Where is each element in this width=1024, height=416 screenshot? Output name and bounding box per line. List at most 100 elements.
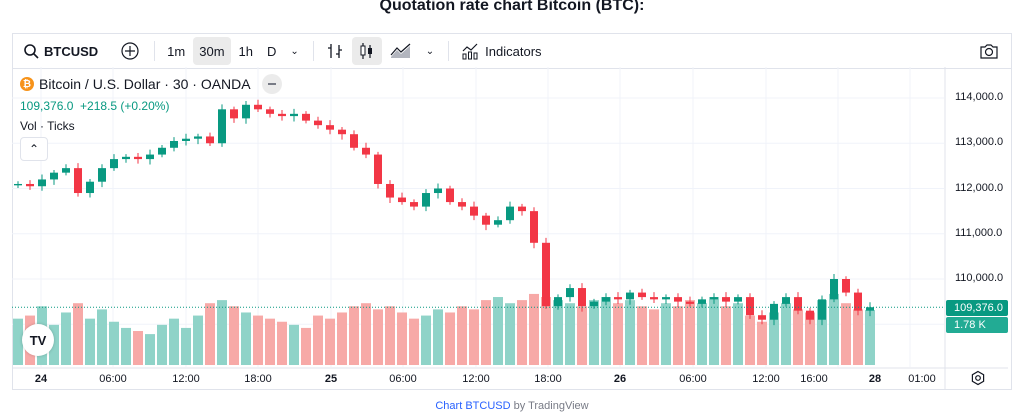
volume-bar: [145, 334, 155, 365]
price-chart[interactable]: [12, 67, 1008, 389]
volume-bar: [241, 312, 251, 365]
volume-bar: [505, 303, 515, 365]
candle-body: [446, 188, 454, 203]
candle-body: [770, 303, 778, 320]
candle-body: [158, 147, 166, 155]
volume-bar: [361, 303, 371, 365]
candle-body: [122, 156, 130, 160]
volume-bar: [289, 324, 299, 365]
volume-bar: [673, 306, 683, 365]
candle-body: [62, 168, 70, 173]
candle-body: [650, 297, 658, 300]
volume-bar: [853, 309, 863, 365]
volume-bar: [613, 303, 623, 365]
time-tick: 12:00: [172, 373, 200, 385]
axis-settings-button[interactable]: [970, 370, 986, 391]
interval-dropdown[interactable]: ⌄: [284, 37, 304, 65]
bar-style-button[interactable]: [320, 37, 350, 65]
toolbar: BTCUSD 1m 30m 1h D ⌄ ⌄ Indicators: [13, 34, 1011, 69]
volume-bar: [733, 303, 743, 365]
volume-bar: [205, 303, 215, 365]
collapse-button[interactable]: ⌃: [20, 137, 48, 161]
interval-30m[interactable]: 30m: [193, 37, 231, 65]
divider: [154, 41, 156, 61]
candle-body: [842, 279, 850, 293]
candle-body: [110, 159, 118, 169]
volume-bar: [133, 331, 143, 365]
interval-d[interactable]: D: [267, 43, 277, 59]
candle-body: [38, 179, 46, 187]
volume-bar: [649, 309, 659, 365]
tradingview-logo[interactable]: TV: [22, 324, 54, 356]
volume-bar: [409, 318, 419, 365]
candle-body: [50, 172, 58, 180]
interval-1h[interactable]: 1h: [238, 43, 253, 59]
volume-bar: [373, 309, 383, 365]
candle-body: [146, 154, 154, 160]
candle-body: [746, 297, 754, 316]
volume-bar: [781, 303, 791, 365]
candle-body: [170, 140, 178, 148]
candle-body: [314, 120, 322, 126]
candle-body: [326, 125, 334, 130]
candle-body: [470, 206, 478, 216]
interval-1m[interactable]: 1m: [167, 43, 186, 59]
volume-bar: [277, 321, 287, 365]
candle-body: [422, 193, 430, 207]
candle-body: [398, 197, 406, 203]
time-tick: 06:00: [99, 373, 127, 385]
candle-body: [818, 299, 826, 320]
volume-bar: [349, 306, 359, 365]
volume-bar: [97, 309, 107, 365]
candle-body: [194, 136, 202, 139]
chart-link[interactable]: Chart BTCUSD: [435, 400, 511, 412]
candle-body: [290, 113, 298, 117]
candle-body: [242, 104, 250, 119]
candle-style-icon: [360, 43, 372, 59]
candle-body: [698, 299, 706, 304]
candle-body: [86, 181, 94, 194]
symbol-search-button[interactable]: BTCUSD: [17, 37, 104, 65]
candle-body: [578, 288, 586, 307]
area-style-icon: [390, 43, 411, 58]
compare-button[interactable]: [114, 37, 146, 65]
candle-body: [854, 292, 862, 311]
volume-bar: [85, 318, 95, 365]
time-tick: 12:00: [462, 373, 490, 385]
volume-bar: [445, 312, 455, 365]
indicators-icon: [462, 43, 478, 60]
candle-body: [374, 154, 382, 184]
volume-bar: [325, 318, 335, 365]
volume-bar: [793, 309, 803, 365]
candle-body: [758, 315, 766, 320]
chart-style-dropdown[interactable]: ⌄: [420, 37, 440, 65]
candle-style-button[interactable]: [351, 37, 382, 65]
volume-bar: [61, 312, 71, 365]
footer-text: by TradingView: [510, 400, 589, 412]
time-tick: 12:00: [752, 373, 780, 385]
candle-body: [806, 310, 814, 320]
volume-bar: [481, 300, 491, 365]
candle-body: [386, 183, 394, 198]
collapse-legend-button[interactable]: [261, 74, 282, 94]
indicators-button[interactable]: Indicators: [455, 37, 547, 65]
volume-bar: [637, 306, 647, 365]
candle-body: [338, 129, 346, 135]
area-style-button[interactable]: [384, 37, 418, 65]
candle-body: [278, 113, 286, 117]
volume-bar: [841, 303, 851, 365]
time-tick: 06:00: [679, 373, 707, 385]
volume-bar: [217, 300, 227, 365]
volume-bar: [253, 315, 263, 365]
candle-body: [590, 301, 598, 307]
volume-bar: [709, 297, 719, 365]
chart-legend: ₿ Bitcoin / U.S. Dollar · 30 · OANDA 109,…: [20, 74, 282, 133]
candle-body: [362, 147, 370, 155]
volume-bar: [529, 293, 539, 365]
candle-body: [734, 297, 742, 302]
price-tick: 110,000.0: [955, 272, 1004, 284]
price-tick: 114,000.0: [955, 91, 1004, 103]
volume-bar: [661, 303, 671, 365]
candle-body: [626, 292, 634, 300]
screenshot-button[interactable]: [973, 37, 1005, 65]
